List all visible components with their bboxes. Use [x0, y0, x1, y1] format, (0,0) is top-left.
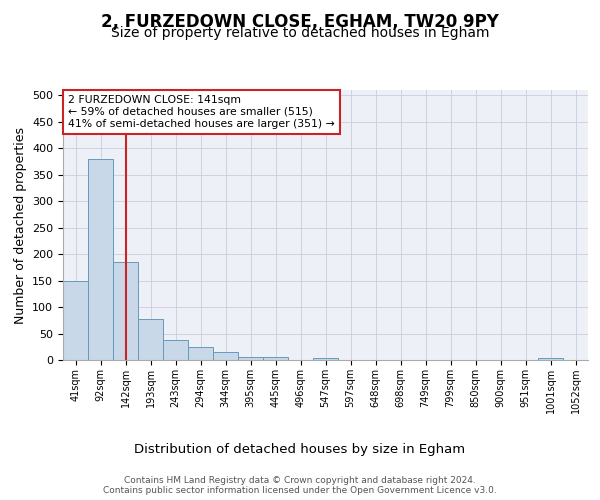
Text: 2 FURZEDOWN CLOSE: 141sqm
← 59% of detached houses are smaller (515)
41% of semi: 2 FURZEDOWN CLOSE: 141sqm ← 59% of detac…	[68, 96, 335, 128]
Bar	[163, 340, 188, 360]
Bar	[63, 280, 88, 360]
Text: Distribution of detached houses by size in Egham: Distribution of detached houses by size …	[134, 442, 466, 456]
Bar	[113, 262, 138, 360]
Text: 2, FURZEDOWN CLOSE, EGHAM, TW20 9PY: 2, FURZEDOWN CLOSE, EGHAM, TW20 9PY	[101, 12, 499, 30]
Bar	[538, 358, 563, 360]
Bar	[188, 347, 213, 360]
Bar	[88, 159, 113, 360]
Bar	[213, 352, 238, 360]
Bar	[238, 357, 263, 360]
Bar	[263, 358, 288, 360]
Y-axis label: Number of detached properties: Number of detached properties	[14, 126, 26, 324]
Bar	[138, 319, 163, 360]
Text: Size of property relative to detached houses in Egham: Size of property relative to detached ho…	[111, 26, 489, 40]
Text: Contains HM Land Registry data © Crown copyright and database right 2024.
Contai: Contains HM Land Registry data © Crown c…	[103, 476, 497, 495]
Bar	[313, 358, 338, 360]
